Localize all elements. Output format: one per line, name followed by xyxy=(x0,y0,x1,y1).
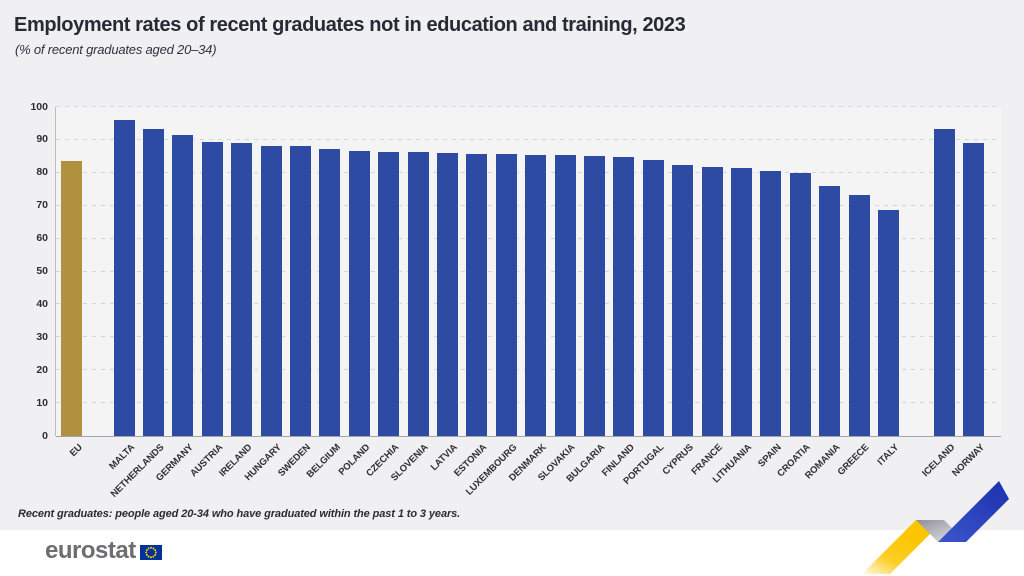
y-tick-label-30: 30 xyxy=(36,330,48,343)
bar-greece xyxy=(848,194,870,436)
bar-ireland xyxy=(231,143,253,436)
x-axis-line xyxy=(56,436,1001,437)
bar-sweden xyxy=(289,146,311,436)
bar-eu xyxy=(61,161,82,436)
bar-denmark xyxy=(525,154,547,436)
x-axis-label-italy: ITALY xyxy=(875,442,902,468)
bar-romania xyxy=(819,185,841,436)
x-axis-label-eu: EU xyxy=(67,442,85,459)
bar-hungary xyxy=(260,145,282,436)
gridline-90 xyxy=(56,138,1001,140)
y-tick-label-50: 50 xyxy=(36,265,48,277)
bar-slovenia xyxy=(407,152,429,436)
y-tick-label-90: 90 xyxy=(36,133,48,146)
bar-malta xyxy=(113,120,135,436)
chart-subtitle: (% of recent graduates aged 20–34) xyxy=(15,42,217,57)
eu-flag-icon xyxy=(139,545,162,560)
bar-bulgaria xyxy=(583,156,605,436)
y-tick-label-10: 10 xyxy=(36,396,48,409)
y-tick-label-20: 20 xyxy=(36,363,48,376)
x-axis-label-spain: SPAIN xyxy=(756,442,784,470)
bar-poland xyxy=(348,151,370,436)
bar-cyprus xyxy=(672,165,694,436)
bar-luxembourg xyxy=(495,154,517,436)
bar-italy xyxy=(877,209,899,436)
bar-austria xyxy=(201,142,223,436)
bar-croatia xyxy=(789,173,811,436)
bar-france xyxy=(701,166,723,436)
bar-belgium xyxy=(319,149,341,436)
plot-area xyxy=(55,106,1001,437)
y-tick-label-70: 70 xyxy=(36,199,48,212)
eurostat-logo-text: eurostat xyxy=(45,537,136,564)
y-tick-label-80: 80 xyxy=(36,166,48,179)
eurostat-zigzag-graphic xyxy=(862,481,1009,574)
bar-estonia xyxy=(466,153,488,436)
chart-title: Employment rates of recent graduates not… xyxy=(14,14,686,36)
bar-czechia xyxy=(378,151,400,436)
bar-norway xyxy=(963,143,985,436)
bar-portugal xyxy=(642,160,664,436)
y-tick-label-0: 0 xyxy=(42,429,48,442)
bar-latvia xyxy=(436,153,458,436)
eurostat-logo: eurostat xyxy=(45,539,162,563)
bar-finland xyxy=(613,157,635,436)
bar-slovakia xyxy=(554,155,576,436)
bar-iceland xyxy=(933,129,955,436)
y-tick-label-100: 100 xyxy=(30,100,48,113)
bar-spain xyxy=(760,171,782,436)
gridline-100 xyxy=(56,106,1001,107)
footer-band xyxy=(0,530,1024,576)
y-tick-label-60: 60 xyxy=(36,232,48,245)
y-tick-label-40: 40 xyxy=(36,297,48,310)
footnote: Recent graduates: people aged 20-34 who … xyxy=(18,508,461,520)
bar-netherlands xyxy=(142,128,164,436)
bar-germany xyxy=(172,134,194,436)
bar-lithuania xyxy=(730,167,752,436)
